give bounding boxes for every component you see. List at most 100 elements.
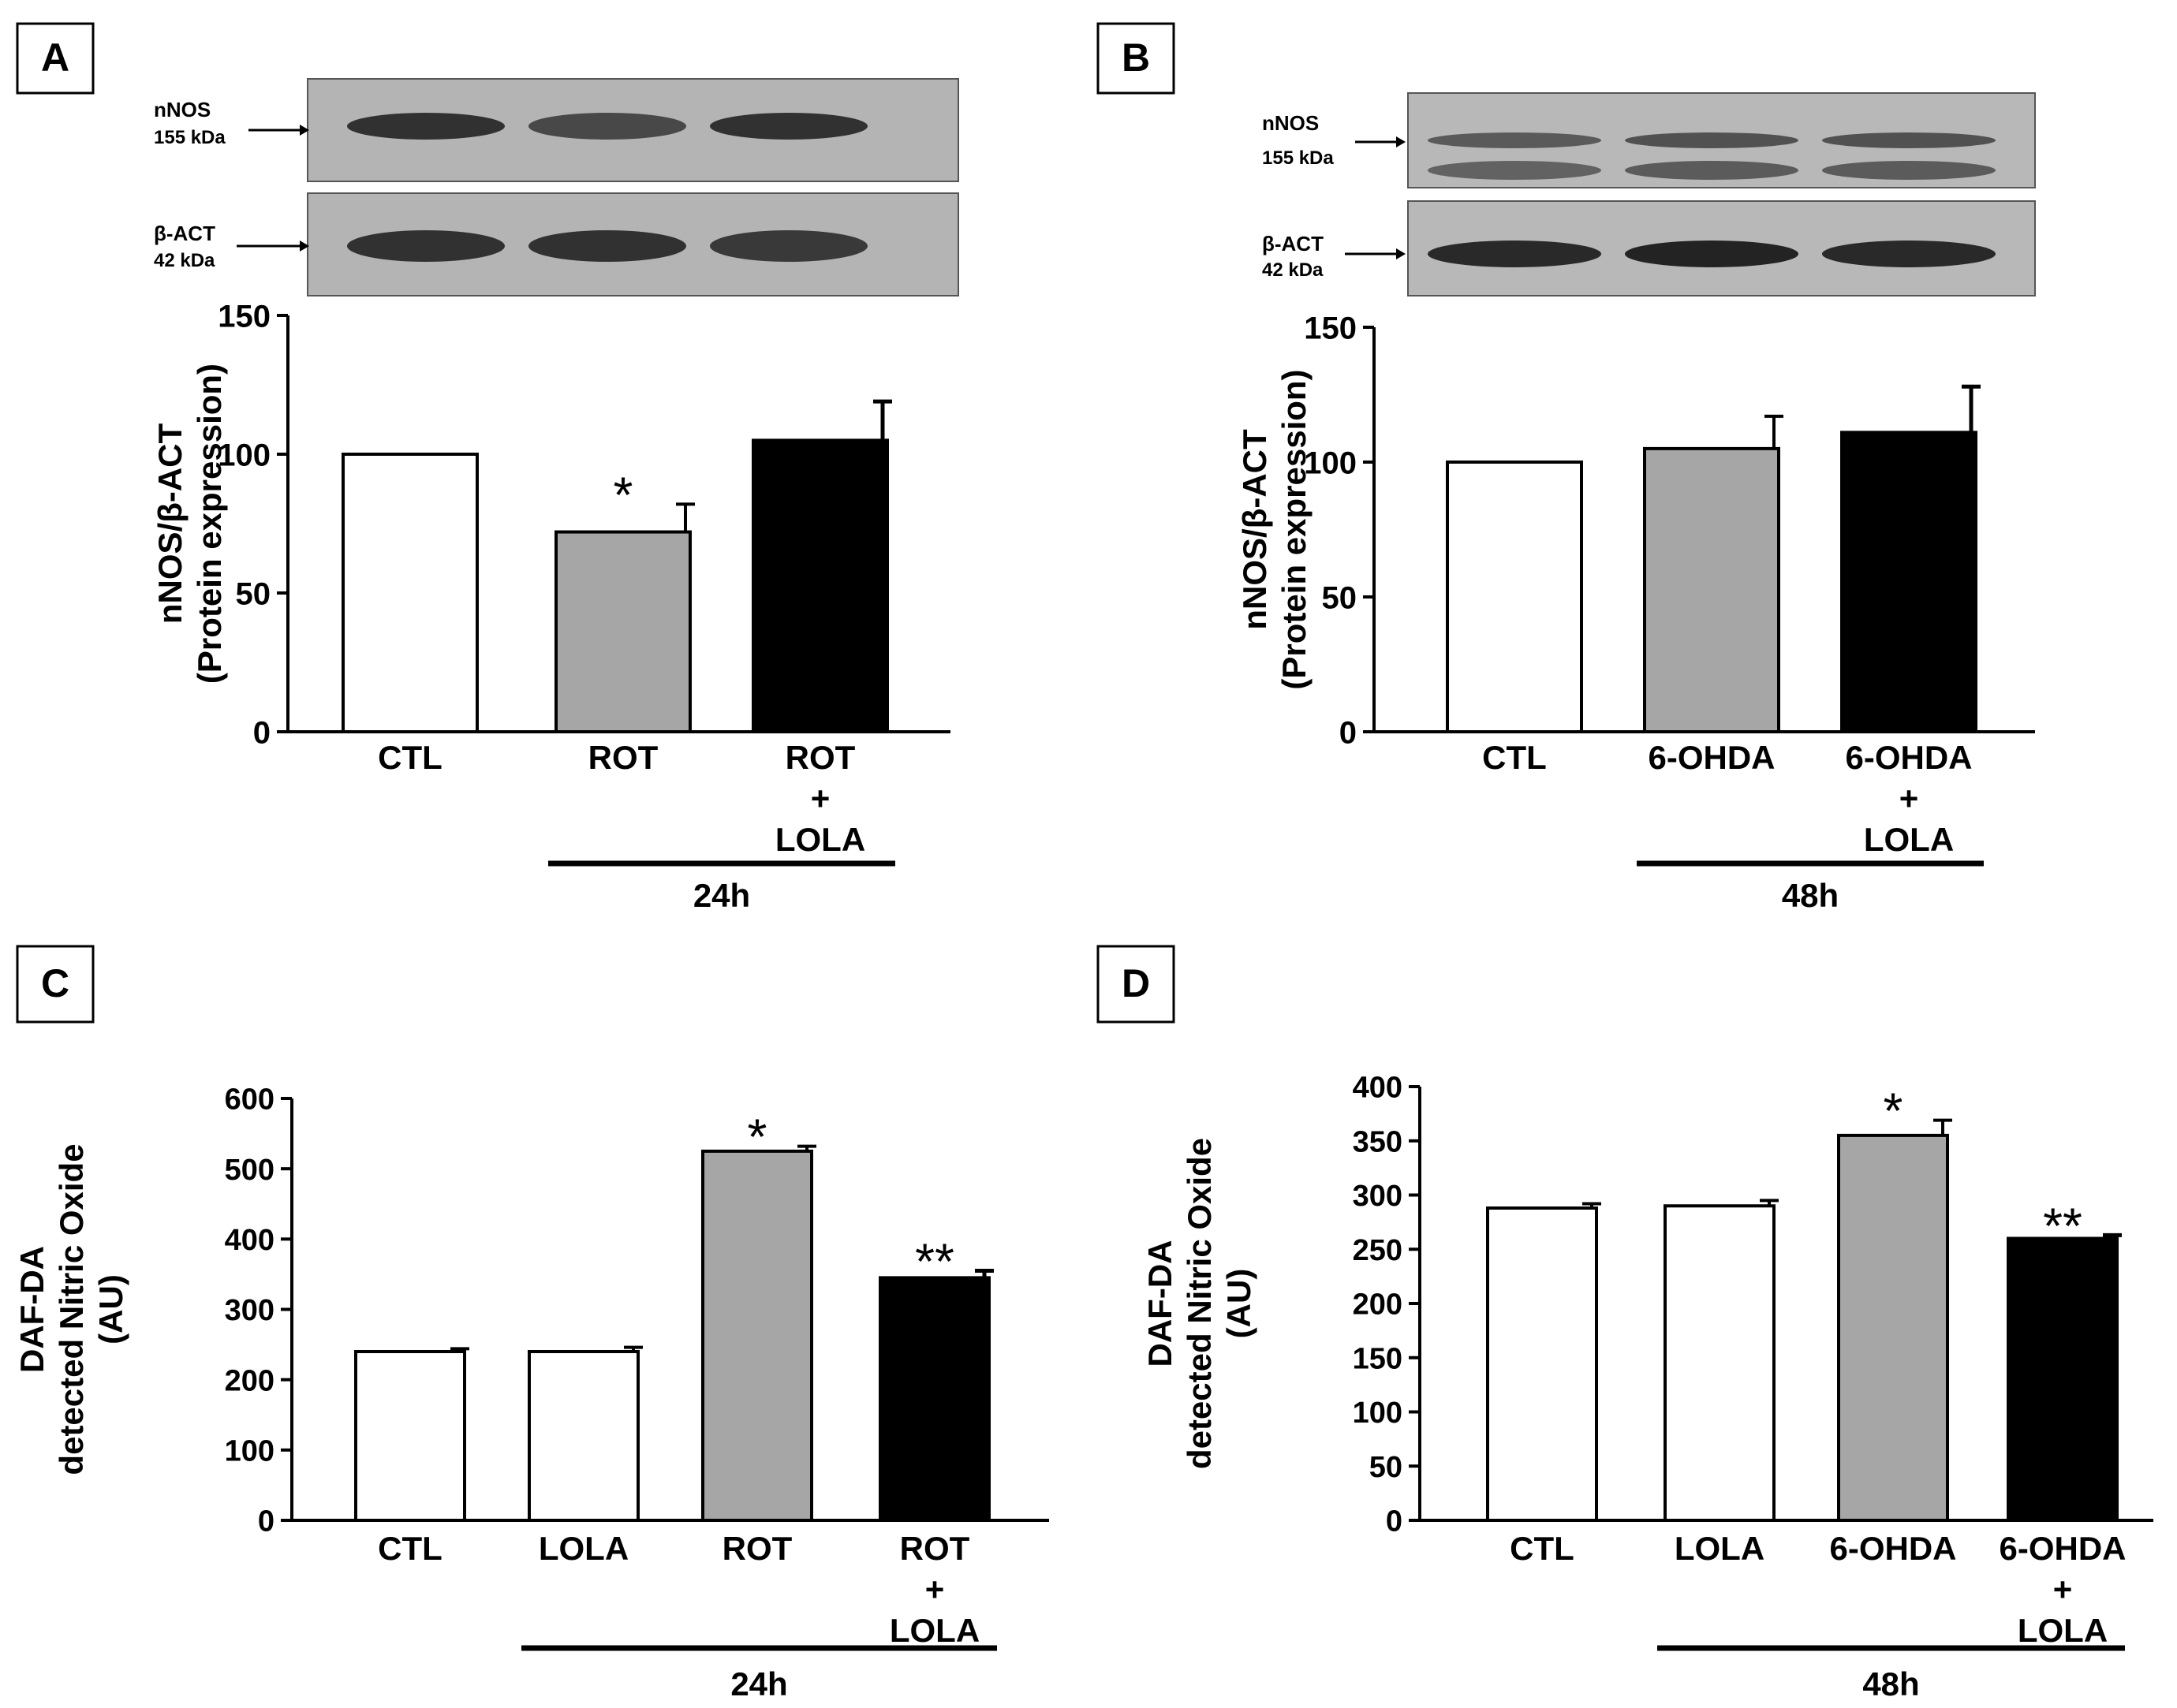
x-tick-label: LOLA — [890, 1612, 980, 1649]
bar — [1840, 431, 1977, 733]
y-tick-label: 0 — [1386, 1505, 1402, 1538]
blot-b-nnos-size: 155 kDa — [1262, 147, 1334, 169]
y-axis-label: DAF-DA — [13, 1246, 50, 1373]
y-axis-label: detected Nitric Oxide — [1181, 1138, 1218, 1469]
panel-label-b: B — [1096, 22, 1175, 95]
svg-text:D: D — [1122, 961, 1150, 1005]
blot-band — [1822, 241, 1996, 267]
y-axis-label: DAF-DA — [1141, 1240, 1178, 1367]
x-tick-label: CTL — [378, 739, 442, 776]
blot-a-nnos-arrowhead — [300, 125, 309, 136]
x-tick-label: ROT — [723, 1530, 793, 1567]
blot-band-lower — [1428, 161, 1601, 180]
blot-band-lower — [1625, 161, 1798, 180]
svg-text:B: B — [1122, 35, 1150, 80]
y-tick-label: 600 — [225, 1083, 274, 1117]
y-tick-label: 200 — [1353, 1288, 1402, 1322]
blot-a-actin-name: β-ACT — [154, 222, 215, 245]
blot-band — [1428, 132, 1601, 148]
blot-a-actin-size: 42 kDa — [154, 250, 215, 271]
blot-b-nnos-bands — [1428, 132, 1996, 180]
x-tick-label: ROT — [588, 739, 659, 776]
blot-a-nnos: nNOS 155 kDa — [154, 78, 959, 182]
blot-band — [347, 230, 505, 262]
bar — [1446, 461, 1583, 733]
group-label: 48h — [1862, 1665, 1919, 1702]
significance-marker: ** — [915, 1233, 954, 1289]
x-tick-label: LOLA — [539, 1530, 629, 1567]
y-tick-label: 300 — [225, 1294, 274, 1327]
blot-band — [1822, 132, 1996, 148]
y-tick-label: 150 — [1304, 311, 1357, 345]
blot-a-nnos-size: 155 kDa — [154, 127, 226, 148]
blot-band — [1625, 132, 1798, 148]
bar — [701, 1149, 813, 1522]
y-axis-label: detected Nitric Oxide — [53, 1143, 90, 1475]
blot-a-nnos-name: nNOS — [154, 98, 211, 121]
x-tick-label: LOLA — [775, 821, 865, 858]
blot-b-actin-name: β-ACT — [1262, 232, 1324, 255]
x-tick-label: 6-OHDA — [1845, 739, 1972, 776]
blot-a-actin-arrowhead — [300, 241, 309, 252]
chart-d: 0 50 100 150 200 250 300 350 400 CTL LOLA * 6-OHDA **… — [1141, 1072, 2153, 1702]
x-tick-label: LOLA — [1864, 821, 1954, 858]
blot-b-actin-size: 42 kDa — [1262, 259, 1324, 281]
bar — [752, 438, 889, 734]
significance-marker: * — [748, 1109, 767, 1165]
y-tick-label: 350 — [1353, 1125, 1402, 1158]
y-tick-label: 200 — [225, 1364, 274, 1397]
blot-b-actin: β-ACT 42 kDa — [1262, 200, 2036, 296]
bar — [528, 1350, 640, 1522]
blot-b: nNOS 155 kDa β-ACT 42 kDa — [1262, 92, 2036, 296]
y-tick-label: 0 — [1339, 715, 1357, 750]
x-tick-label: LOLA — [1675, 1530, 1764, 1567]
bar — [1837, 1133, 1949, 1522]
y-tick-label: 100 — [1304, 446, 1357, 480]
significance-marker: ** — [2043, 1197, 2082, 1254]
x-tick-label: 6-OHDA — [1829, 1530, 1956, 1567]
panel-label-a: A — [16, 22, 95, 95]
chart-a: 0 50 100 150 CTL * ROT ROT + LOLA 24h nNOS/β-ACT (Pr… — [151, 299, 950, 914]
y-axis-label: (Protein expression) — [191, 364, 228, 684]
y-tick-label: 50 — [1369, 1451, 1402, 1484]
y-tick-label: 0 — [258, 1505, 274, 1538]
chart-b: 0 50 100 150 CTL 6-OHDA 6-OHDA + LOLA 48h nNOS/β-A… — [1236, 311, 2035, 914]
blot-b-nnos: nNOS 155 kDa — [1262, 92, 2036, 188]
chart-c: 0 100 200 300 400 500 600 CTL LOLA * ROT ** ROT + LOLA… — [13, 1083, 1049, 1702]
y-axis-label: nNOS/β-ACT — [151, 423, 189, 625]
x-tick-label: ROT — [786, 739, 856, 776]
x-tick-label: CTL — [378, 1530, 442, 1567]
significance-marker: * — [614, 466, 633, 523]
bar — [354, 1350, 466, 1522]
blot-band — [528, 113, 686, 140]
blot-a: nNOS 155 kDa β-ACT 42 kDa — [154, 78, 959, 296]
y-tick-label: 100 — [1353, 1397, 1402, 1430]
blot-band — [528, 230, 686, 262]
svg-text:A: A — [41, 35, 69, 80]
y-axis-label: nNOS/β-ACT — [1236, 429, 1273, 630]
blot-b-actin-bands — [1428, 241, 1996, 267]
bar — [879, 1276, 991, 1522]
x-tick-label: + — [1899, 780, 1919, 817]
x-tick-label: + — [2053, 1571, 2073, 1608]
bar — [1486, 1206, 1598, 1522]
y-tick-label: 50 — [1322, 580, 1357, 615]
y-tick-label: 50 — [236, 576, 271, 611]
blot-a-actin: β-ACT 42 kDa — [154, 192, 959, 296]
panel-label-d: D — [1096, 945, 1175, 1024]
bar — [1664, 1204, 1776, 1522]
blot-a-nnos-bands — [347, 113, 868, 140]
svg-text:C: C — [41, 961, 69, 1005]
y-tick-label: 150 — [1353, 1342, 1402, 1375]
y-axis-label: (AU) — [92, 1274, 129, 1344]
blot-band — [710, 113, 868, 140]
y-tick-label: 100 — [225, 1435, 274, 1468]
group-label: 48h — [1782, 877, 1839, 914]
blot-band — [1428, 241, 1601, 267]
blot-b-actin-arrowhead — [1396, 248, 1406, 259]
x-tick-label: 6-OHDA — [1648, 739, 1775, 776]
x-tick-label: 6-OHDA — [1999, 1530, 2126, 1567]
y-axis-label: (Protein expression) — [1275, 369, 1313, 689]
y-tick-label: 250 — [1353, 1234, 1402, 1267]
x-tick-label: + — [925, 1571, 945, 1608]
